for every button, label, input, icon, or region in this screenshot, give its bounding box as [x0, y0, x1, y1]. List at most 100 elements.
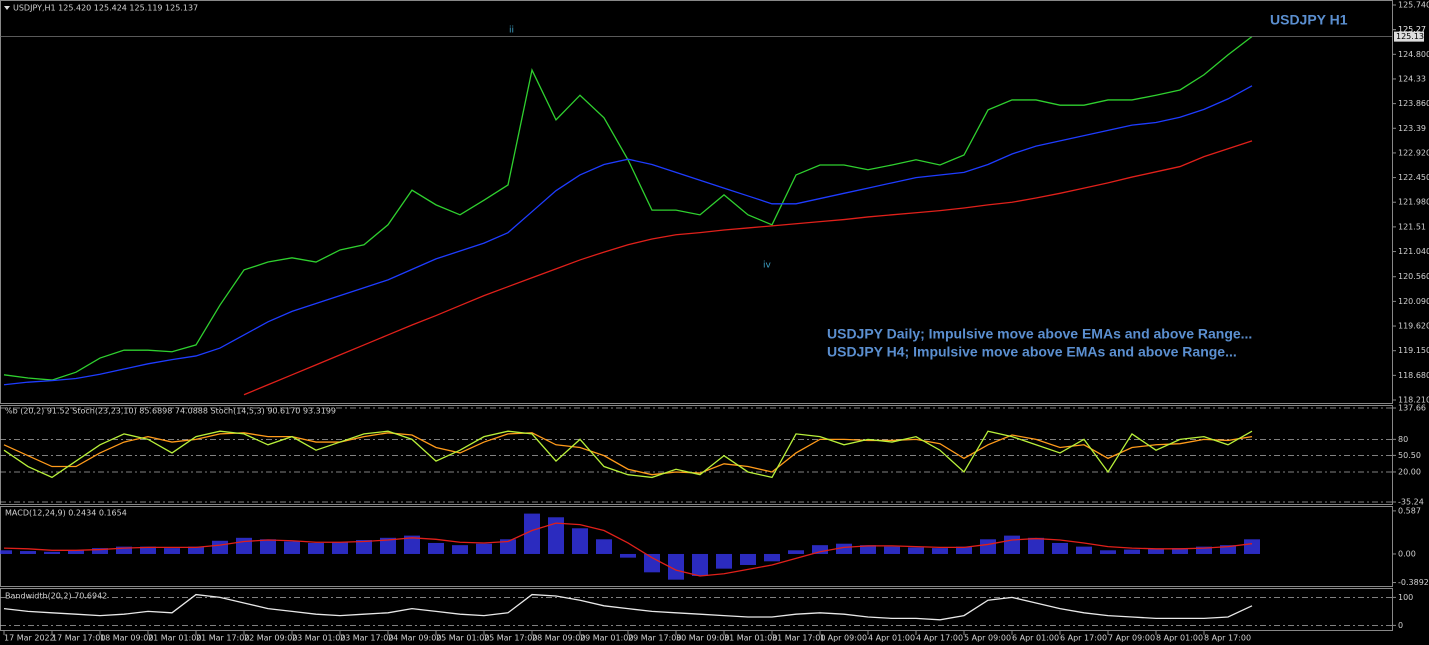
x-tick-label: 21 Mar 01:00: [148, 634, 201, 643]
bar: [788, 550, 804, 554]
series-line: [3, 432, 1253, 476]
bar: [380, 537, 396, 554]
bar: [188, 546, 204, 554]
y-tick-label: 137.66: [1398, 404, 1426, 413]
y-tick-label: 0.587: [1398, 506, 1421, 515]
y-tick-label: 119.150: [1398, 346, 1429, 355]
bar: [1196, 546, 1212, 554]
bar: [620, 553, 636, 558]
x-tick-label: 29 Mar 17:00: [628, 634, 681, 643]
x-tick-label: 17 Mar 2022: [4, 634, 55, 643]
x-tick-label: 31 Mar 01:00: [724, 634, 777, 643]
bar: [44, 551, 60, 554]
annotation: USDJPY Daily; Impulsive move above EMAs …: [827, 326, 1252, 342]
x-tick-label: 1 Apr 09:00: [820, 634, 867, 643]
y-tick-label: 122.450: [1398, 173, 1429, 182]
bar: [812, 545, 828, 554]
bar: [740, 553, 756, 565]
bar: [500, 539, 516, 554]
bar: [356, 540, 372, 554]
series-line: [3, 522, 1253, 577]
bar: [1220, 545, 1236, 554]
bar: [956, 546, 972, 554]
x-tick-label: 6 Apr 17:00: [1060, 634, 1107, 643]
bar: [548, 517, 564, 554]
y-tick-label: 123.860: [1398, 99, 1429, 108]
y-tick-label: 119.620: [1398, 322, 1429, 331]
x-tick-label: 23 Mar 01:00: [292, 634, 345, 643]
bar: [884, 546, 900, 554]
y-tick-label: 118.680: [1398, 371, 1429, 380]
bar: [764, 553, 780, 562]
y-tick-label: 121.040: [1398, 247, 1429, 256]
bar: [140, 546, 156, 554]
y-tick-label: 125.27: [1398, 25, 1426, 34]
y-tick-label: 121.980: [1398, 198, 1429, 207]
y-tick-label: 100: [1398, 593, 1413, 602]
bar: [68, 550, 84, 554]
y-tick-label: 120.090: [1398, 297, 1429, 306]
bar: [0, 550, 12, 554]
bar: [692, 553, 708, 576]
y-tick-label: 121.51: [1398, 222, 1426, 231]
x-tick-label: 4 Apr 17:00: [916, 634, 963, 643]
bar: [1076, 546, 1092, 554]
bar: [452, 545, 468, 554]
bar: [116, 546, 132, 554]
macd-panel: [0, 506, 1393, 587]
annotation: USDJPY H4; Impulsive move above EMAs and…: [827, 344, 1237, 360]
bar: [284, 541, 300, 554]
series-line: [3, 85, 1253, 386]
last-price-label: 125.137: [1396, 32, 1429, 41]
bar: [236, 537, 252, 554]
bar: [596, 539, 612, 554]
bar: [572, 528, 588, 554]
bar: [1028, 537, 1044, 554]
x-tick-label: 8 Apr 17:00: [1204, 634, 1251, 643]
bar: [668, 553, 684, 580]
x-tick-label: 24 Mar 09:00: [388, 634, 441, 643]
x-tick-label: 17 Mar 17:00: [52, 634, 105, 643]
y-tick-label: 124.800: [1398, 50, 1429, 59]
bar: [164, 548, 180, 554]
x-tick-label: 30 Mar 09:00: [676, 634, 729, 643]
y-tick-label: -0.3892: [1398, 578, 1429, 587]
x-tick-label: 25 Mar 01:00: [436, 634, 489, 643]
y-tick-label: 50.50: [1398, 451, 1421, 460]
bar: [1172, 548, 1188, 554]
y-tick-label: 122.920: [1398, 148, 1429, 157]
y-tick-label: 118.210: [1398, 396, 1429, 405]
bar: [332, 542, 348, 554]
y-tick-label: 120.560: [1398, 272, 1429, 281]
bar: [932, 548, 948, 554]
x-tick-label: 31 Mar 17:00: [772, 634, 825, 643]
x-tick-label: 18 Mar 09:00: [100, 634, 153, 643]
bar: [404, 535, 420, 554]
x-tick-label: 5 Apr 09:00: [964, 634, 1011, 643]
panel-title: %b (20,2) 91.52 Stoch(23,23,10) 85.6898 …: [5, 407, 336, 416]
series-line: [3, 430, 1253, 479]
menu-icon[interactable]: [4, 6, 10, 10]
wave-label: iv: [763, 261, 772, 271]
x-tick-label: 22 Mar 09:00: [244, 634, 297, 643]
series-line: [243, 140, 1253, 396]
bar: [428, 542, 444, 554]
y-tick-label: 20.00: [1398, 467, 1421, 476]
bar: [1052, 542, 1068, 554]
y-tick-label: 125.740: [1398, 1, 1429, 10]
bandwidth-panel: [0, 588, 1393, 631]
x-tick-label: 7 Apr 09:00: [1108, 634, 1155, 643]
y-tick-label: 124.33: [1398, 74, 1426, 83]
x-tick-label: 29 Mar 01:00: [580, 634, 633, 643]
bar: [644, 553, 660, 573]
bar: [476, 543, 492, 554]
y-tick-label: 80: [1398, 435, 1408, 444]
x-tick-label: 4 Apr 01:00: [868, 634, 915, 643]
y-tick-label: 123.39: [1398, 124, 1426, 133]
bar: [860, 545, 876, 554]
panel-title: Bandwidth(20,2) 70.6942: [5, 592, 107, 601]
y-tick-label: -35.24: [1398, 498, 1424, 507]
bar: [1124, 549, 1140, 554]
y-tick-label: 0.00: [1398, 549, 1416, 558]
